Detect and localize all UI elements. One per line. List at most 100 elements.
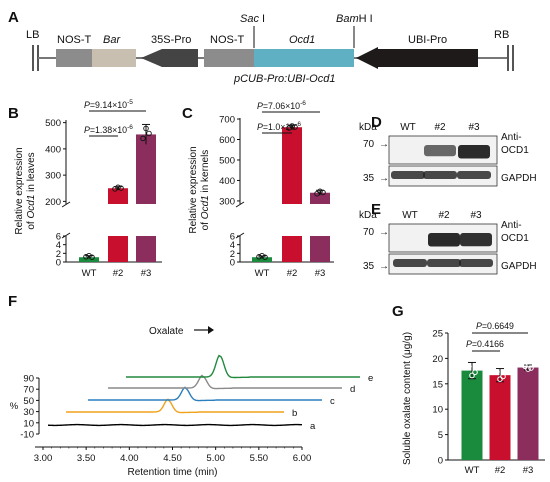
y-tick-label: 400: [45, 144, 61, 155]
sac-site-label: Sac I: [240, 13, 265, 25]
western-blot-e: kDa WT #2 #3 70 → 35 → Anti- OCD1 GAPDH: [359, 210, 537, 275]
data-point: [146, 130, 152, 137]
bar-label: Bar: [103, 34, 121, 46]
stat-p-value: P=1.0×10-6: [257, 121, 301, 132]
lane-label: WT: [400, 122, 416, 133]
ocd1-band: [428, 233, 460, 247]
data-point: [140, 135, 146, 142]
x-tick-label: #3: [141, 268, 152, 279]
y-tick-label: 400: [219, 176, 235, 187]
data-point: [320, 189, 326, 196]
x-tick-label: #2: [113, 268, 124, 279]
gapdh-band: [393, 259, 427, 267]
marker-arrow: →: [379, 173, 389, 184]
bar-#3-lower: [310, 236, 330, 262]
bar-#3: [517, 367, 539, 460]
ocd1-gene-block: [254, 49, 354, 67]
y-axis-label: %: [10, 401, 19, 412]
stat-p-value: P=1.38×10-6: [84, 124, 133, 135]
nos-t-block-1: [56, 49, 92, 67]
lane-label: #3: [468, 122, 480, 133]
y-tick-label: 500: [219, 155, 235, 166]
promoter-35s-arrow: [141, 49, 198, 67]
rb-label: RB: [494, 29, 509, 41]
data-point: [86, 252, 92, 259]
antibody-label: Anti-: [501, 132, 522, 143]
x-tick-label: WT: [82, 268, 97, 279]
lane-label: #3: [470, 210, 482, 221]
data-point: [289, 123, 295, 129]
data-point: [115, 184, 121, 191]
y-axis-label: Relative expression: [14, 147, 25, 234]
panel-label-d: D: [371, 114, 382, 131]
data-point: [143, 125, 149, 132]
data-point: [256, 254, 262, 260]
y-tick-label: 15: [432, 379, 443, 390]
oxalate-annotation: Oxalate: [149, 326, 184, 337]
data-point: [494, 369, 500, 375]
lb-label: LB: [26, 29, 39, 41]
ocd1-band: [424, 145, 456, 157]
bar-WT: [252, 257, 272, 262]
lane-label: WT: [402, 210, 418, 221]
bar-#3-upper: [310, 192, 330, 204]
y-tick-label: 4: [56, 240, 61, 251]
x-tick-label: 4.00: [120, 453, 139, 464]
stat-p-value: P=0.6649: [476, 321, 514, 331]
data-point: [522, 363, 528, 370]
x-tick-label: #2: [287, 268, 298, 279]
y-tick-label: 20: [432, 354, 443, 365]
trace-a: [47, 423, 303, 427]
y-tick-label: 6: [230, 232, 235, 243]
x-tick-label: #3: [315, 268, 326, 279]
data-point: [118, 185, 124, 191]
y-axis-label: of Ocd1 in kernels: [200, 150, 211, 231]
gapdh-band: [391, 171, 425, 179]
data-point: [469, 372, 475, 379]
marker-arrow: →: [379, 261, 389, 272]
data-point: [472, 369, 478, 376]
data-point: [292, 124, 298, 130]
y-axis-label: Relative expression: [188, 146, 199, 233]
axis-break-mark: [61, 201, 71, 208]
lane-label: #2: [434, 122, 446, 133]
bar-#2-upper: [108, 188, 128, 204]
y-tick-label: 200: [45, 197, 61, 208]
y-tick-label: 2: [230, 249, 235, 260]
gapdh-band: [459, 259, 493, 267]
lane-label: #2: [438, 210, 450, 221]
stat-p-value: P=9.14×10-5: [84, 99, 133, 110]
nos-t-block-2: [204, 49, 254, 67]
trace-c: [88, 386, 322, 402]
plasmid-name: pCUB-Pro:UBI-Ocd1: [233, 73, 335, 85]
y-tick-label: 10: [23, 418, 34, 429]
ubi-pro-label: UBI-Pro: [408, 34, 447, 46]
marker-35: 35: [363, 261, 375, 272]
bar-WT: [461, 370, 483, 460]
x-tick-label: 4.50: [163, 453, 182, 464]
bar-#2-lower: [108, 236, 128, 262]
panel-label-f: F: [8, 293, 17, 310]
loading-control-label: GAPDH: [501, 261, 537, 272]
trace-b: [66, 398, 284, 414]
y-tick-label: 0: [56, 258, 61, 269]
bar-#2-lower: [282, 236, 302, 262]
bar-#2-upper: [282, 127, 302, 204]
ocd1-band: [458, 145, 490, 159]
panel-label-g: G: [392, 303, 404, 320]
y-tick-label: 25: [432, 329, 443, 340]
western-blot-d: kDa WT #2 #3 70 → 35 → Anti- OCD1 GAPDH: [359, 122, 537, 187]
data-point: [262, 254, 268, 260]
x-tick-label: WT: [255, 268, 270, 279]
antibody-label: OCD1: [501, 233, 529, 244]
data-point: [89, 254, 95, 260]
data-point: [497, 376, 503, 382]
x-tick-label: #2: [495, 465, 506, 476]
ubi-promoter-arrow: [356, 47, 478, 69]
y-tick-label: 0: [230, 258, 235, 269]
data-point: [466, 363, 472, 370]
y-tick-label: 70: [23, 385, 34, 396]
stat-p-value: P=7.06×10-6: [257, 100, 306, 111]
